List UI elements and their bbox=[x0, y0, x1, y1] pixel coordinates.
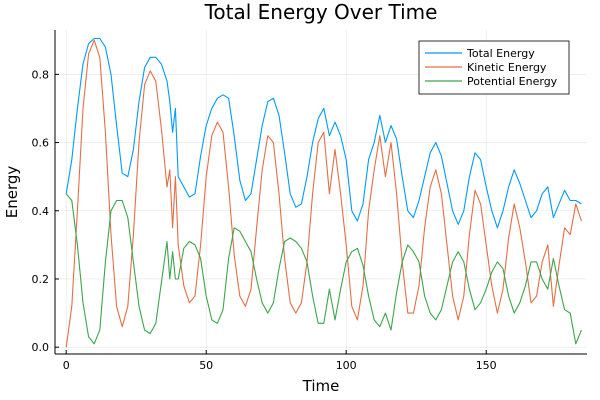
y-tick-label: 0.6 bbox=[32, 137, 50, 150]
series-line-kinetic-energy bbox=[65, 39, 582, 348]
y-tick-label: 0.4 bbox=[32, 205, 50, 218]
chart-title: Total Energy Over Time bbox=[204, 0, 438, 24]
x-tick-label: 50 bbox=[199, 359, 213, 372]
legend: Total Energy Kinetic Energy Potential En… bbox=[418, 40, 570, 95]
x-axis-title: Time bbox=[302, 377, 340, 395]
y-axis-title: Energy bbox=[3, 166, 21, 219]
x-tick-label: 0 bbox=[63, 359, 70, 372]
data-series bbox=[65, 37, 582, 348]
y-tick-label: 0.2 bbox=[32, 273, 50, 286]
series-line-potential-energy bbox=[65, 193, 582, 345]
x-tick-label: 150 bbox=[476, 359, 497, 372]
axes bbox=[54, 30, 587, 355]
legend-label-total-energy: Total Energy bbox=[466, 47, 535, 60]
y-tick-label: 0.8 bbox=[32, 68, 50, 81]
legend-label-potential-energy: Potential Energy bbox=[467, 75, 558, 88]
series-line-total-energy bbox=[65, 37, 582, 229]
legend-label-kinetic-energy: Kinetic Energy bbox=[467, 61, 547, 74]
x-tick-label: 100 bbox=[336, 359, 357, 372]
axis-ticks: 0 50 100 150 0.0 0.2 0.4 0.6 0.8 bbox=[32, 68, 497, 372]
y-tick-label: 0.0 bbox=[32, 341, 50, 354]
